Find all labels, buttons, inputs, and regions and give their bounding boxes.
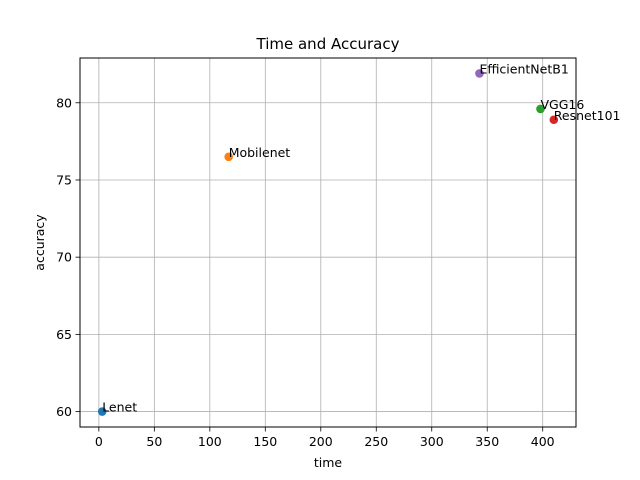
y-tick-label: 60: [56, 404, 72, 419]
scatter-point: [224, 152, 233, 162]
scatter-point: [475, 69, 484, 78]
y-tick-label: 70: [56, 250, 72, 265]
y-tick-label: 75: [56, 172, 72, 187]
x-tick-label: 250: [364, 434, 388, 449]
scatter-point: [549, 115, 559, 125]
chart-title: Time and Accuracy: [256, 35, 400, 53]
data-points: [97, 69, 559, 416]
y-axis-title: accuracy: [32, 214, 47, 271]
x-axis-ticks: 0 50 100 150 200 250 300 350 400: [95, 427, 555, 449]
point-label: Mobilenet: [229, 145, 291, 160]
plot-frame: [79, 57, 577, 428]
x-tick-label: 300: [420, 434, 444, 449]
y-tick-label: 80: [56, 95, 72, 110]
point-label: Lenet: [102, 400, 137, 415]
x-tick-label: 0: [95, 434, 103, 449]
x-tick-label: 200: [309, 434, 333, 449]
point-label: EfficientNetB1: [479, 61, 568, 76]
scatter-point: [536, 104, 545, 114]
x-tick-label: 50: [146, 434, 162, 449]
scatter-point: [97, 407, 107, 416]
x-tick-label: 400: [531, 434, 555, 449]
x-axis-title: time: [314, 455, 343, 470]
y-axis-ticks: 60 65 70 75 80: [56, 95, 80, 419]
point-label: VGG16: [540, 97, 584, 112]
x-tick-label: 350: [475, 434, 499, 449]
x-tick-label: 150: [253, 434, 277, 449]
x-tick-label: 100: [198, 434, 222, 449]
point-label: Resnet101: [554, 108, 621, 123]
grid-lines: [80, 58, 576, 427]
y-tick-label: 65: [56, 327, 72, 342]
